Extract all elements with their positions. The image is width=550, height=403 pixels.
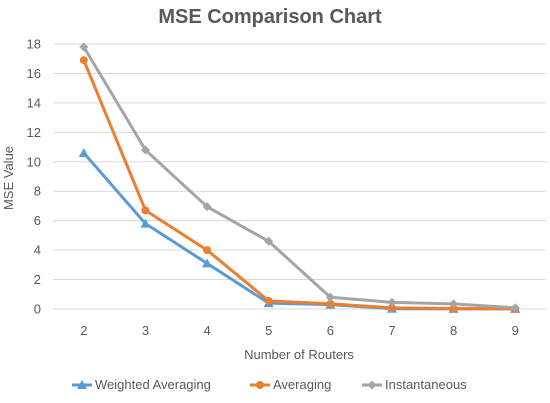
x-tick-label: 6 bbox=[327, 323, 334, 338]
data-point bbox=[203, 246, 212, 255]
series-line bbox=[82, 151, 517, 311]
data-point bbox=[79, 42, 89, 52]
legend-label: Instantaneous bbox=[385, 377, 467, 392]
chart-title: MSE Comparison Chart bbox=[158, 6, 382, 28]
x-tick-label: 4 bbox=[203, 323, 210, 338]
y-tick-label: 12 bbox=[27, 125, 41, 140]
y-tick-label: 6 bbox=[34, 213, 41, 228]
y-tick-label: 16 bbox=[27, 66, 41, 81]
data-point bbox=[78, 147, 89, 157]
data-point bbox=[387, 297, 397, 307]
x-tick-label: 8 bbox=[450, 323, 457, 338]
series-3 bbox=[79, 42, 520, 313]
y-axis-label: MSE Value bbox=[1, 146, 16, 210]
y-tick-label: 0 bbox=[34, 302, 41, 317]
y-tick-label: 14 bbox=[27, 95, 41, 110]
legend-swatch-marker bbox=[256, 381, 264, 389]
legend-swatch-marker bbox=[367, 380, 377, 390]
series-2 bbox=[79, 56, 520, 313]
data-point bbox=[79, 56, 88, 65]
data-point bbox=[140, 218, 151, 228]
y-tick-label: 2 bbox=[34, 272, 41, 287]
y-axis-ticks: 0 2 4 6 8 10 12 14 16 18 bbox=[27, 37, 41, 317]
data-point bbox=[510, 303, 520, 313]
series-1 bbox=[78, 147, 521, 313]
data-point bbox=[202, 202, 212, 212]
data-point bbox=[264, 296, 273, 305]
legend: Weighted Averaging Averaging Instantaneous bbox=[72, 377, 467, 392]
legend-swatch-marker bbox=[77, 380, 87, 389]
data-point bbox=[449, 299, 459, 309]
y-tick-label: 8 bbox=[34, 184, 41, 199]
data-point bbox=[449, 304, 458, 313]
data-point bbox=[202, 258, 213, 268]
x-axis-label: Number of Routers bbox=[244, 347, 354, 362]
legend-item: Averaging bbox=[250, 377, 331, 392]
x-tick-label: 9 bbox=[512, 323, 519, 338]
data-point bbox=[140, 145, 150, 155]
data-point bbox=[325, 292, 335, 302]
data-point bbox=[387, 303, 396, 312]
data-point bbox=[264, 236, 274, 246]
x-tick-label: 2 bbox=[80, 323, 87, 338]
legend-item: Instantaneous bbox=[362, 377, 467, 392]
x-tick-label: 3 bbox=[142, 323, 149, 338]
x-axis-ticks: 2 3 4 5 6 7 8 9 bbox=[80, 323, 519, 338]
series-line bbox=[82, 58, 517, 311]
legend-label: Averaging bbox=[273, 377, 331, 392]
y-tick-label: 10 bbox=[27, 154, 41, 169]
y-tick-label: 4 bbox=[34, 243, 41, 258]
data-point bbox=[326, 299, 335, 308]
legend-item: Weighted Averaging bbox=[72, 377, 211, 392]
legend-label: Weighted Averaging bbox=[95, 377, 211, 392]
x-tick-label: 7 bbox=[388, 323, 395, 338]
series-line bbox=[82, 45, 517, 310]
data-point bbox=[141, 206, 150, 215]
x-tick-label: 5 bbox=[265, 323, 272, 338]
data-series bbox=[78, 42, 521, 313]
y-tick-label: 18 bbox=[27, 37, 41, 52]
